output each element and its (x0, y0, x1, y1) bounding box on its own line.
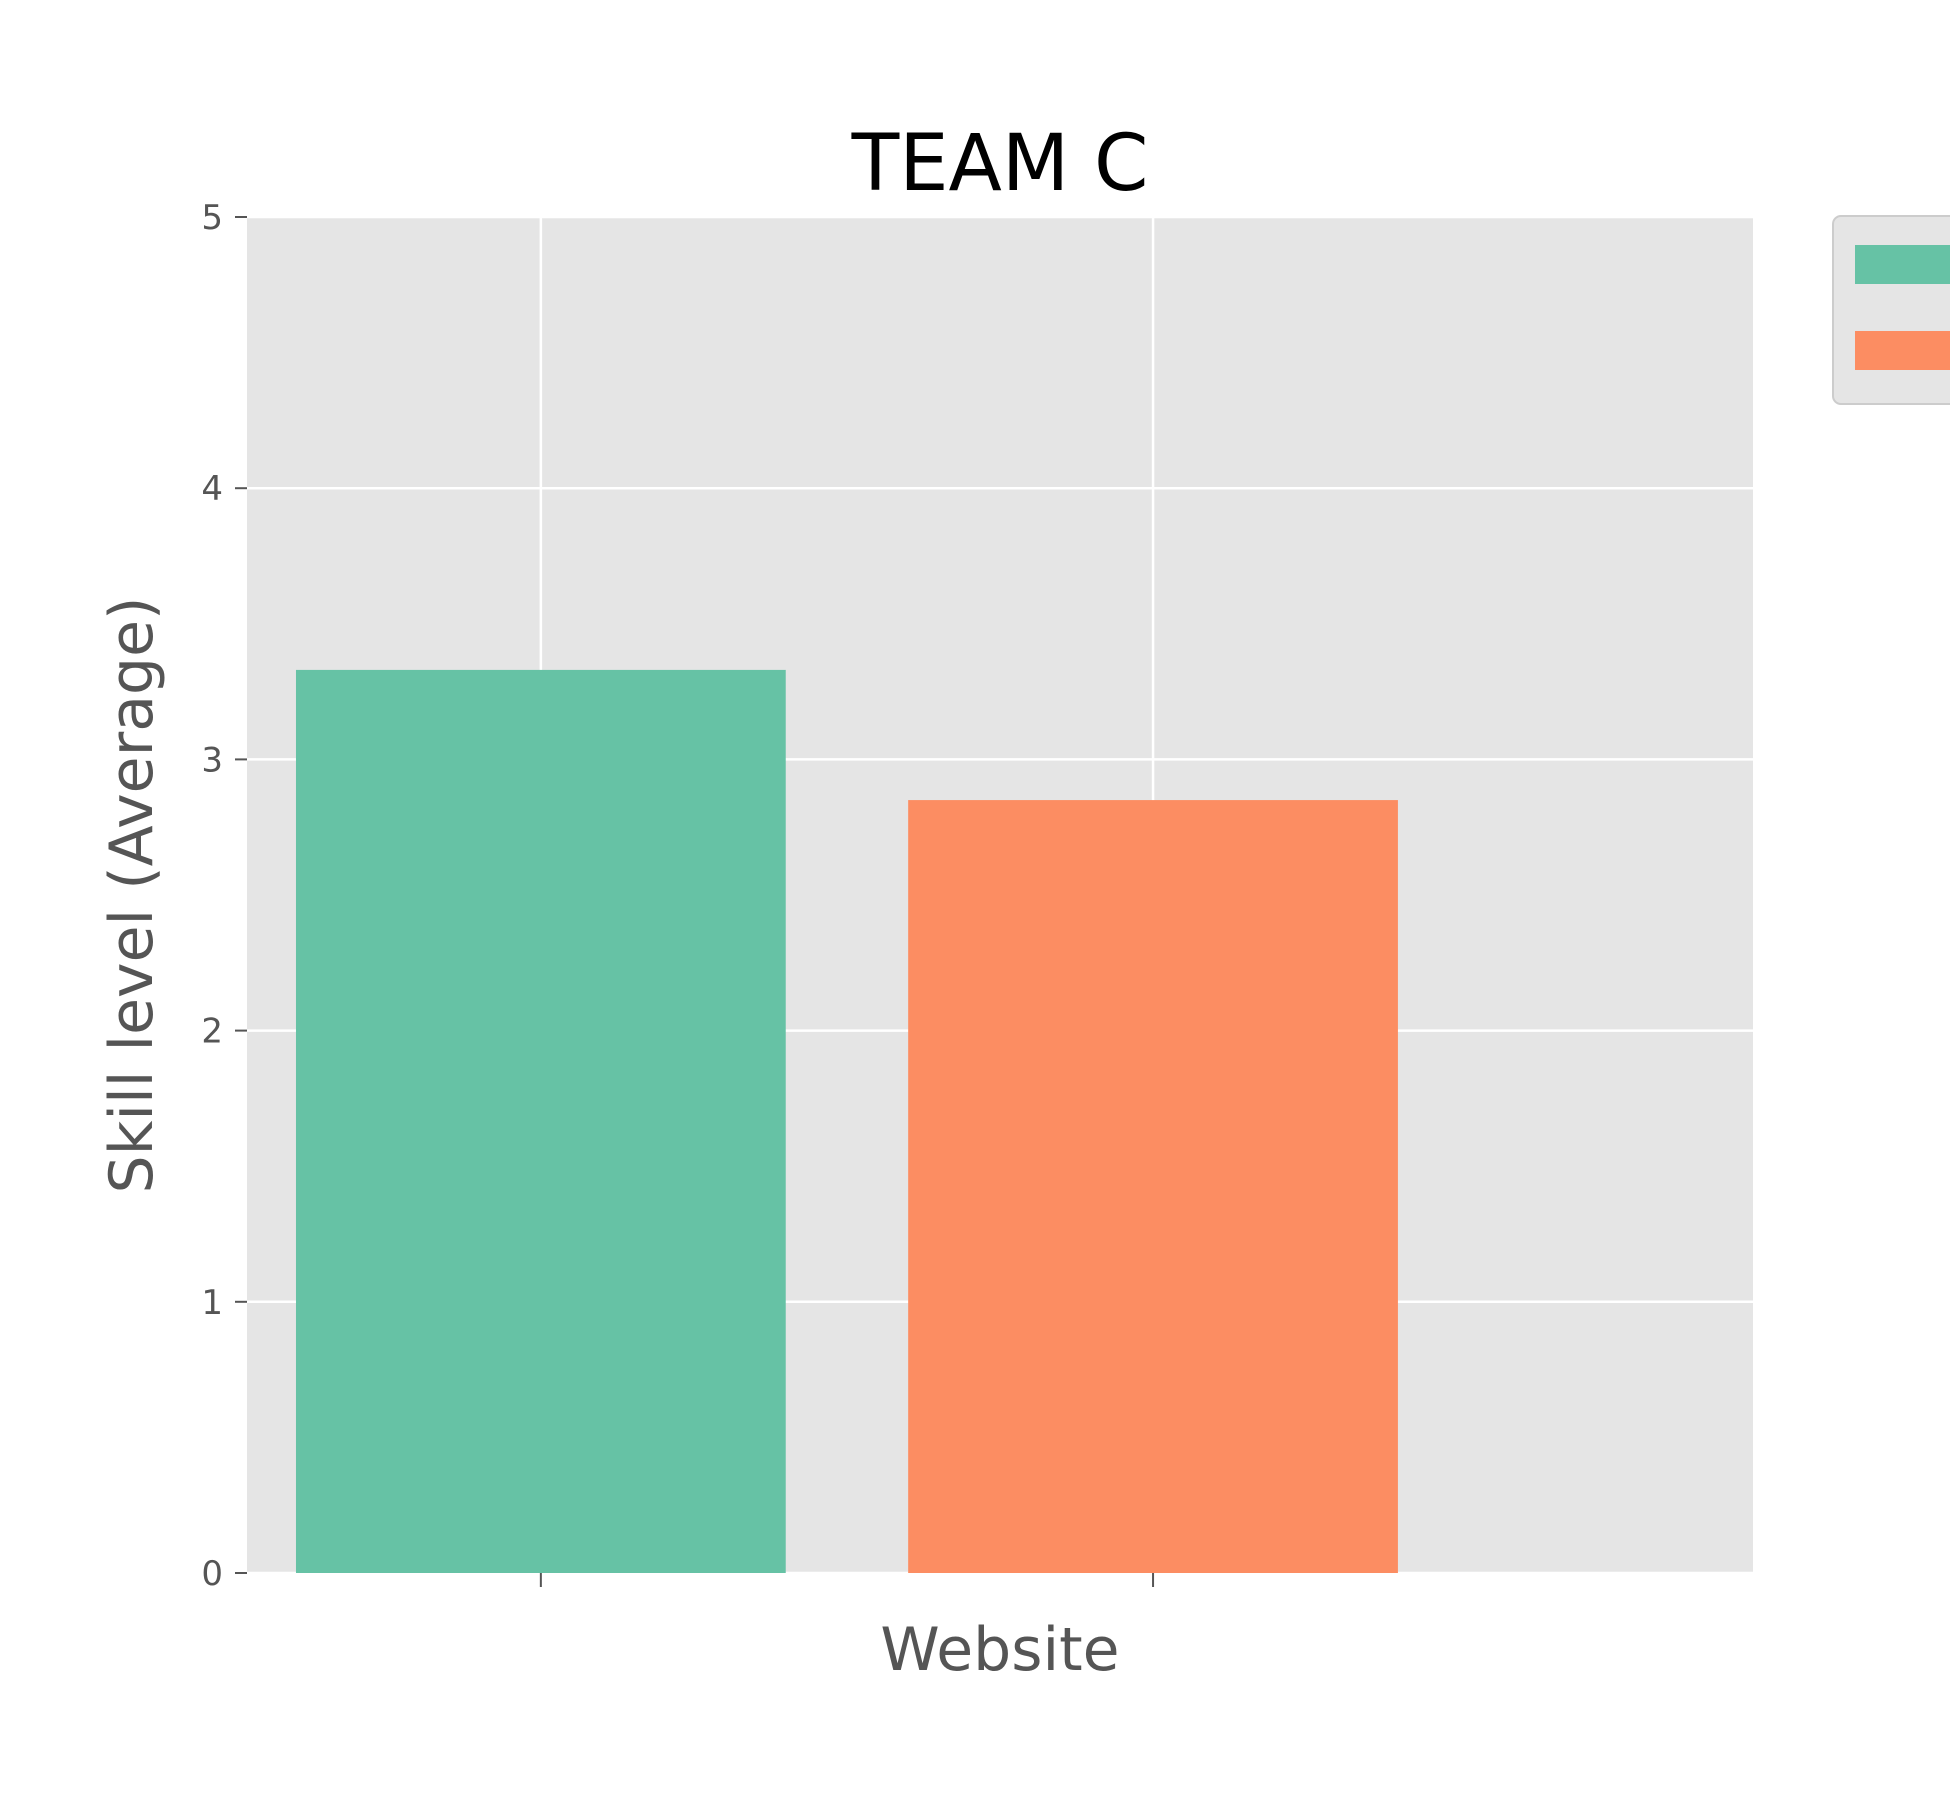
y-tick-label: 0 (201, 1554, 223, 1594)
y-tick-label: 1 (201, 1283, 223, 1323)
legend-frame (1832, 215, 1950, 405)
x-axis-label: Website (880, 1615, 1119, 1685)
y-tick-label: 3 (201, 740, 223, 780)
y-tick-label: 5 (201, 198, 223, 238)
legend-swatch (1855, 331, 1950, 370)
chart-title: TEAM C (851, 119, 1149, 209)
y-axis-label: Skill level (Average) (97, 597, 167, 1194)
legend-swatch (1855, 245, 1950, 284)
bar-1 (295, 669, 786, 1573)
axes: 0 1 2 3 4 5 (201, 198, 1155, 1594)
y-tick-label: 2 (201, 1012, 223, 1052)
bar-2 (908, 800, 1398, 1573)
y-tick-label: 4 (201, 469, 223, 509)
bars (295, 669, 1398, 1573)
legend (1832, 215, 1950, 405)
